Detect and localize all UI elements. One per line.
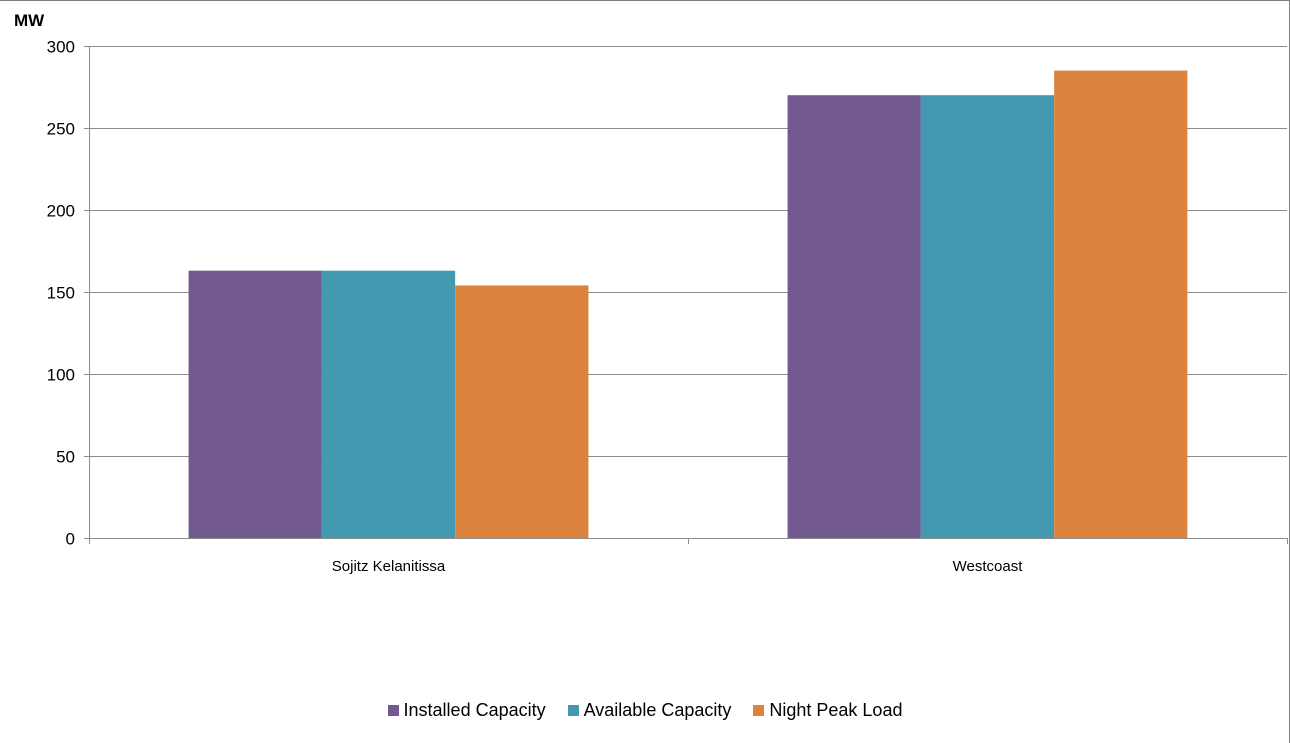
bar-installed-capacity-westcoast [787, 95, 921, 538]
legend-swatch [387, 705, 399, 716]
legend-swatch [567, 705, 579, 716]
bar-available-capacity-westcoast [920, 95, 1055, 538]
legend-item: Available Capacity [567, 700, 732, 721]
legend-swatch [753, 705, 765, 716]
axes: 0 50 100 150 200 250 300 Sojitz Kelanitissa West… [47, 38, 1288, 575]
y-tick-label: 300 [47, 38, 75, 57]
bar-installed-capacity-sojitz-kelanitissa [188, 270, 322, 538]
y-tick-label: 100 [47, 366, 75, 385]
legend-label: Available Capacity [583, 700, 732, 720]
legend-item: Installed Capacity [387, 700, 546, 721]
y-tick-label: 50 [56, 448, 75, 467]
legend-item: Night Peak Load [753, 700, 902, 721]
y-tick-label: 200 [47, 202, 75, 221]
x-category-label: Sojitz Kelanitissa [332, 558, 446, 575]
bars [188, 70, 1188, 538]
legend-label: Installed Capacity [403, 700, 546, 720]
bar-available-capacity-sojitz-kelanitissa [321, 270, 456, 538]
bar-night-peak-load-sojitz-kelanitissa [455, 285, 589, 538]
legend-label: Night Peak Load [769, 700, 903, 720]
x-category-label: Westcoast [953, 558, 1024, 575]
legend: Installed Capacity Available Capacity Nigh… [0, 700, 1290, 721]
y-axis-unit-label: MW [14, 11, 45, 30]
y-tick-label: 150 [47, 284, 75, 303]
y-tick-label: 0 [66, 530, 75, 549]
bar-night-peak-load-westcoast [1054, 70, 1188, 538]
y-tick-label: 250 [47, 120, 75, 139]
